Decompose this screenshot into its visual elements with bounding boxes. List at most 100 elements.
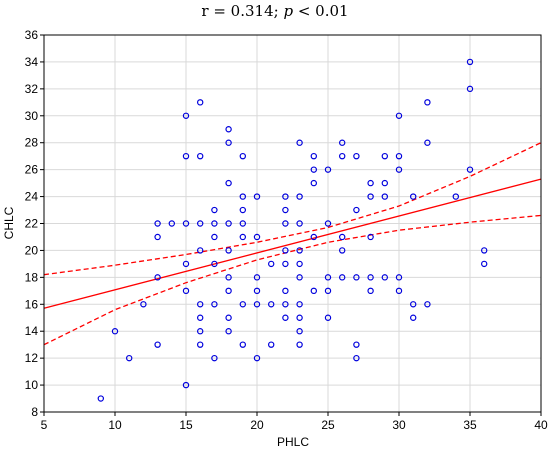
x-tick-label: 5 [41, 418, 48, 432]
data-point [282, 287, 289, 295]
data-point [395, 166, 403, 173]
data-point [140, 301, 147, 308]
y-tick-label: 30 [25, 109, 39, 123]
data-point [481, 260, 488, 268]
y-tick-label: 28 [25, 136, 39, 150]
data-point [353, 206, 360, 214]
data-point [339, 247, 346, 254]
data-point [466, 58, 474, 66]
data-point [268, 301, 275, 308]
data-point [282, 260, 289, 268]
data-point [154, 341, 161, 348]
data-point [182, 381, 190, 389]
data-point [239, 233, 246, 241]
data-point [154, 220, 161, 227]
y-tick-label: 18 [25, 270, 39, 284]
data-point [296, 139, 303, 146]
data-point [239, 193, 246, 200]
data-point [324, 166, 332, 173]
data-point [296, 260, 303, 268]
data-point [196, 152, 204, 160]
data-point [182, 220, 190, 227]
data-point [196, 247, 204, 254]
data-point [324, 314, 332, 321]
data-point [324, 287, 332, 295]
data-point [381, 152, 388, 160]
data-point [282, 193, 289, 200]
data-point [225, 314, 232, 321]
data-point [452, 193, 459, 200]
data-point [410, 193, 417, 200]
data-point [282, 314, 289, 321]
data-point [125, 354, 133, 362]
data-point [211, 220, 218, 227]
data-point [211, 301, 218, 308]
data-point [196, 328, 204, 335]
y-tick-label: 34 [25, 55, 39, 69]
data-point [466, 166, 474, 173]
data-point [367, 179, 374, 187]
data-point [211, 206, 218, 214]
y-tick-label: 20 [25, 243, 39, 257]
data-point [253, 233, 261, 241]
x-axis-label: PHLC [277, 435, 309, 449]
data-point [196, 301, 204, 308]
data-point [424, 301, 431, 308]
title-prefix: r = 0.314; [201, 2, 284, 20]
data-point [196, 341, 204, 348]
confidence-band-layer [43, 142, 542, 346]
data-point [324, 220, 332, 227]
data-point [253, 287, 261, 295]
data-point [395, 112, 403, 119]
data-point [239, 152, 246, 160]
grid-layer [44, 35, 541, 412]
data-point [424, 99, 431, 106]
title-p-variable: p [283, 2, 294, 20]
data-point [239, 206, 246, 214]
x-tick-label: 10 [108, 418, 122, 432]
data-point [239, 220, 246, 227]
y-axis-label: CHLC [2, 206, 16, 239]
point-layer [97, 58, 488, 402]
x-tick-label: 20 [250, 418, 264, 432]
x-tick-label: 25 [321, 418, 335, 432]
data-point [410, 314, 417, 321]
data-point [282, 206, 289, 214]
data-point [296, 328, 303, 335]
data-point [424, 139, 431, 146]
data-point [182, 112, 190, 119]
x-tick-label: 30 [392, 418, 406, 432]
data-point [239, 301, 246, 308]
data-point [253, 354, 261, 362]
data-point [182, 152, 190, 160]
data-point [367, 287, 374, 295]
data-point [196, 220, 204, 227]
data-point [324, 274, 332, 281]
data-point [154, 274, 161, 281]
data-point [410, 301, 417, 308]
title-suffix: < 0.01 [293, 2, 349, 20]
data-point [182, 287, 190, 295]
data-point [296, 274, 303, 281]
data-point [296, 220, 303, 227]
data-point [211, 233, 218, 241]
y-tick-label: 22 [25, 217, 39, 231]
data-point [367, 233, 374, 241]
y-tick-label: 24 [25, 190, 39, 204]
data-point [296, 193, 303, 200]
data-point [353, 274, 360, 281]
y-tick-label: 16 [25, 297, 39, 311]
confidence-lower-line [43, 214, 542, 346]
y-tick-label: 8 [31, 405, 38, 419]
data-point [339, 233, 346, 241]
data-point [97, 395, 105, 402]
data-point [154, 233, 161, 241]
data-point [182, 260, 190, 268]
data-point [395, 287, 403, 295]
data-point [196, 314, 204, 321]
axis-layer: 5 10 15 20 25 30 35 40 8 10 12 14 16 18 20 22 24 26 28 30 32… [25, 28, 548, 432]
fit-line-layer [43, 178, 542, 309]
data-point [225, 328, 232, 335]
